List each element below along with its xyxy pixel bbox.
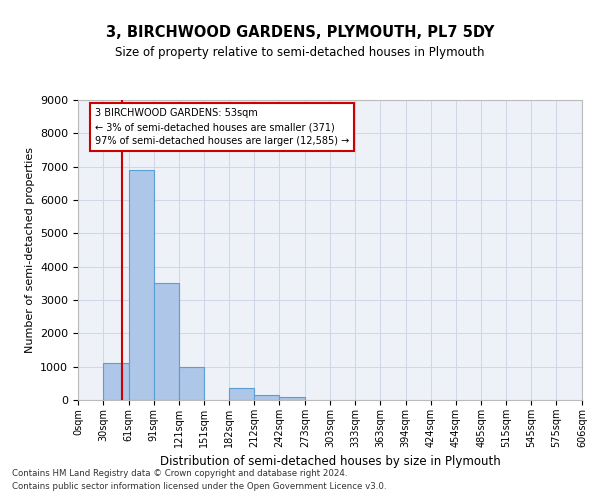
Text: Contains public sector information licensed under the Open Government Licence v3: Contains public sector information licen… bbox=[12, 482, 386, 491]
Text: 3, BIRCHWOOD GARDENS, PLYMOUTH, PL7 5DY: 3, BIRCHWOOD GARDENS, PLYMOUTH, PL7 5DY bbox=[106, 25, 494, 40]
Bar bbox=[129, 170, 154, 400]
Bar bbox=[154, 284, 179, 400]
Bar bbox=[229, 388, 254, 400]
Text: 3 BIRCHWOOD GARDENS: 53sqm
← 3% of semi-detached houses are smaller (371)
97% of: 3 BIRCHWOOD GARDENS: 53sqm ← 3% of semi-… bbox=[95, 108, 349, 146]
Bar bbox=[179, 366, 203, 400]
Text: Contains HM Land Registry data © Crown copyright and database right 2024.: Contains HM Land Registry data © Crown c… bbox=[12, 468, 347, 477]
Text: Size of property relative to semi-detached houses in Plymouth: Size of property relative to semi-detach… bbox=[115, 46, 485, 59]
Bar bbox=[103, 364, 129, 400]
Y-axis label: Number of semi-detached properties: Number of semi-detached properties bbox=[25, 147, 35, 353]
X-axis label: Distribution of semi-detached houses by size in Plymouth: Distribution of semi-detached houses by … bbox=[160, 456, 500, 468]
Bar bbox=[279, 396, 305, 400]
Bar bbox=[254, 395, 279, 400]
